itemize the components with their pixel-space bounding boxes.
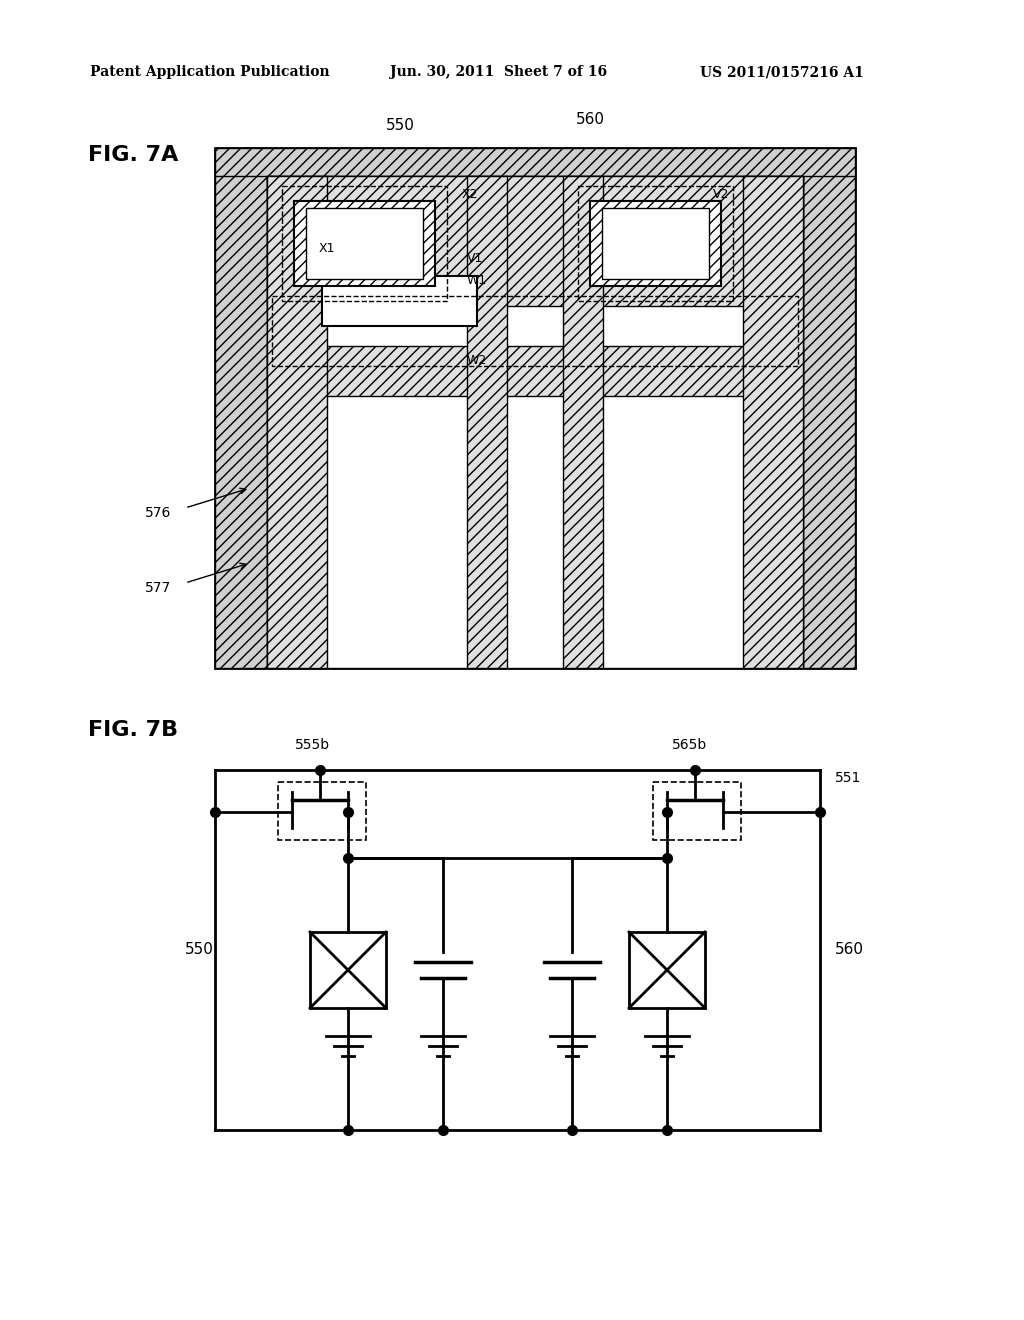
Text: V2: V2	[713, 187, 729, 201]
Bar	[294, 201, 435, 286]
Text: W1: W1	[467, 275, 487, 288]
Text: Patent Application Publication: Patent Application Publication	[90, 65, 330, 79]
Bar	[743, 176, 803, 668]
Bar	[272, 296, 798, 366]
Bar	[803, 148, 855, 668]
Text: 565b: 565b	[672, 738, 708, 752]
Bar	[267, 176, 803, 668]
Bar	[267, 176, 803, 306]
Text: 551: 551	[835, 771, 861, 785]
Bar	[602, 209, 709, 279]
Text: 560: 560	[575, 112, 604, 128]
Bar	[629, 932, 705, 1008]
Bar	[267, 176, 327, 668]
Text: 577: 577	[145, 581, 171, 595]
Bar	[590, 201, 721, 286]
Bar	[215, 148, 855, 176]
Text: V1: V1	[467, 252, 483, 264]
Text: FIG. 7A: FIG. 7A	[88, 145, 178, 165]
Text: FIG. 7B: FIG. 7B	[88, 719, 178, 741]
Text: X2: X2	[462, 187, 478, 201]
Bar	[215, 148, 267, 668]
Bar	[563, 176, 603, 668]
Bar	[653, 781, 741, 840]
Text: 576: 576	[145, 506, 171, 520]
Text: Jun. 30, 2011  Sheet 7 of 16: Jun. 30, 2011 Sheet 7 of 16	[390, 65, 607, 79]
Bar	[322, 276, 477, 326]
Bar	[267, 346, 803, 396]
Bar	[278, 781, 366, 840]
Bar	[310, 932, 386, 1008]
Bar	[467, 176, 507, 668]
Text: 555b: 555b	[295, 738, 330, 752]
Text: 560: 560	[835, 942, 864, 957]
Bar	[306, 209, 423, 279]
Text: W2: W2	[467, 355, 487, 367]
Text: X1: X1	[319, 242, 336, 255]
Text: 550: 550	[185, 942, 214, 957]
Text: US 2011/0157216 A1: US 2011/0157216 A1	[700, 65, 864, 79]
Bar	[578, 186, 733, 301]
Bar	[282, 186, 447, 301]
Bar	[215, 148, 855, 668]
Text: 550: 550	[386, 117, 415, 132]
